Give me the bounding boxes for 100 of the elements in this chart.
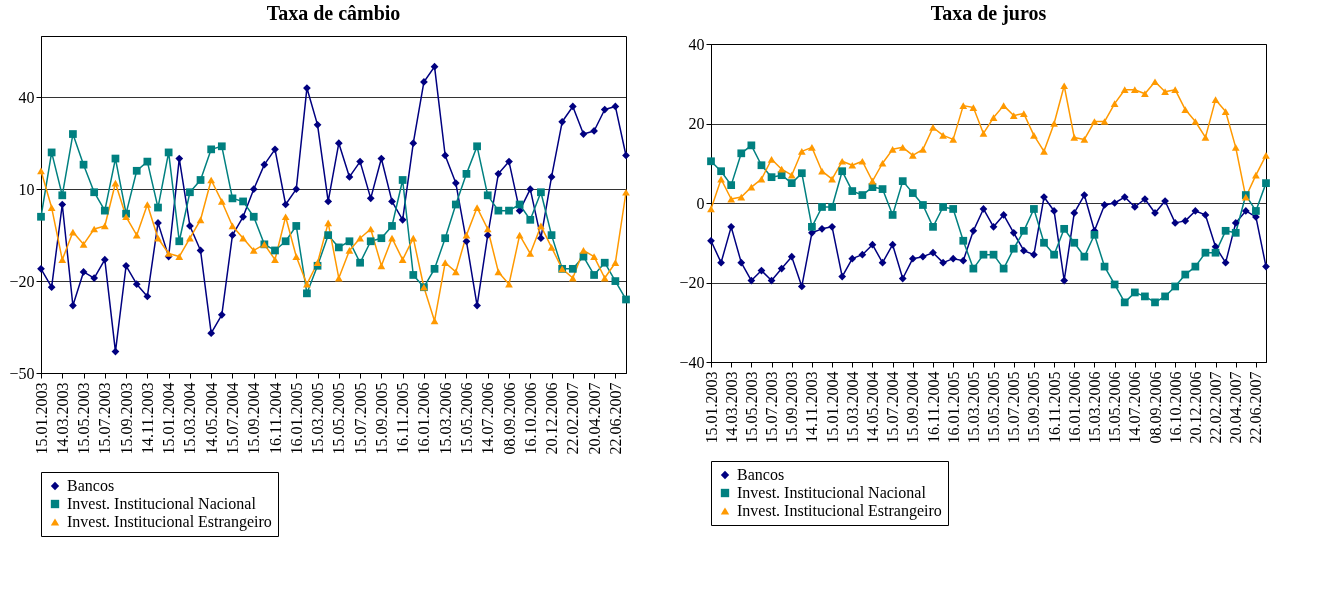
point [271,246,279,255]
point [37,212,45,221]
point [409,139,418,148]
point [37,264,45,273]
point [747,276,756,285]
point [777,165,786,173]
point [590,253,598,260]
x-tick-label: 14.05.2004 [202,382,220,455]
point [186,222,194,230]
point [537,222,545,230]
x-tick-label: 15.01.2004 [160,382,178,455]
point [356,157,364,166]
point [949,254,958,263]
point [1009,244,1018,253]
point [939,203,947,211]
point [154,203,162,212]
point [90,188,99,197]
point [398,176,407,184]
point [1110,280,1119,289]
point [441,151,450,160]
point [430,317,439,325]
legend-label: Invest. Institucional Nacional [67,495,257,512]
point [537,234,545,243]
x-tick-label: 15.05.2003 [75,382,93,455]
point [898,144,907,151]
x-tick-label: 15.03.2006 [436,382,454,455]
point [767,173,776,182]
point [1050,250,1058,259]
point [409,271,418,279]
point [451,179,460,187]
point [398,256,407,263]
x-tick-label: 15.09.2005 [1025,371,1043,444]
point [818,224,826,233]
point [260,160,269,169]
y-tick-label: −50 [9,364,35,382]
point [334,139,343,148]
point [388,234,396,242]
point [1221,226,1230,235]
point [622,295,630,304]
point [797,282,806,291]
point [79,240,88,248]
point [600,105,609,114]
point [717,175,725,183]
point [908,254,917,263]
x-tick-label: 15.03.2004 [181,382,199,455]
point [483,231,492,240]
point [1171,219,1180,227]
point [292,253,301,260]
point [58,191,67,200]
point [37,167,45,175]
point [1252,207,1260,215]
point [143,201,152,208]
point [838,167,847,176]
point [1252,171,1260,179]
point [868,240,877,249]
point [303,280,311,288]
point [547,231,556,240]
point [1050,207,1058,215]
point [969,104,978,111]
point [1231,144,1240,151]
point [1161,292,1169,301]
point [999,264,1008,273]
point [1050,120,1058,127]
point [1070,134,1079,141]
point [959,256,968,265]
point [494,169,503,178]
point [217,310,226,319]
point [1171,282,1180,291]
point [207,329,216,338]
y-tick-label: −20 [679,274,705,291]
point [334,243,343,252]
point [747,141,756,150]
x-tick-label: 14.05.2004 [863,371,881,444]
point [441,234,450,243]
x-tick-label: 15.03.2006 [1085,371,1103,444]
point [249,247,258,254]
point [249,185,258,194]
point [858,157,867,165]
point [239,212,247,221]
point [366,237,375,246]
x-tick-label: 22.02.2007 [1207,371,1225,444]
point [441,259,450,267]
point [727,181,736,189]
point [313,120,322,129]
x-tick-label: 15.01.2003 [32,382,50,455]
point [186,188,194,197]
point [579,247,588,254]
x-tick-label: 16.10.2006 [1166,371,1184,444]
point [848,254,857,263]
point [777,264,786,273]
point [787,179,796,187]
x-tick-label: 14.07.2006 [1126,371,1144,444]
point [707,157,715,166]
point [600,258,609,267]
point [611,277,620,285]
point [47,283,56,292]
x-tick-label: 15.05.2006 [1106,371,1124,444]
x-tick-label: 15.03.2004 [843,371,861,444]
point [164,148,173,157]
x-tick-label: 15.05.2005 [330,382,348,455]
